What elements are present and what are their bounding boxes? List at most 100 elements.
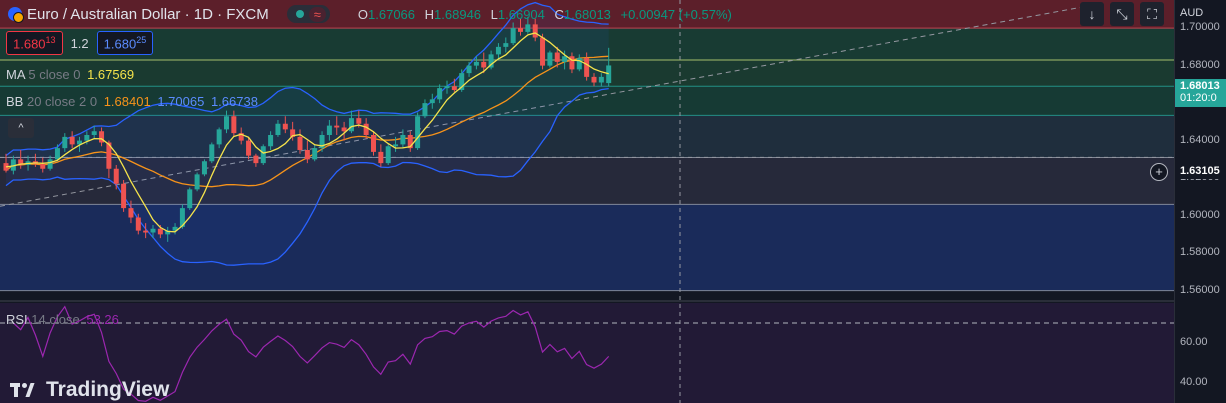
ma-legend[interactable]: MA 5 close 0 1.67569 [6,67,134,82]
candle [165,226,171,242]
candle-body [510,28,516,44]
candle-body [106,142,112,169]
candle-body [518,28,523,32]
candle-body [231,116,237,134]
candle [40,157,46,173]
price-zone-6 [0,204,1174,291]
candle-body [393,144,399,147]
candle [209,142,215,164]
candle [187,187,193,210]
open-label: O [357,6,369,22]
candle-body [378,151,384,164]
fullscreen-button[interactable]: ⛶ [1140,2,1164,26]
candle-body [47,159,53,169]
symbol-title[interactable]: Euro / Australian Dollar · 1D · FXCM [27,5,269,23]
change-value: +0.00947 (+0.57%) [620,6,732,22]
candle-body [532,24,538,38]
candle [540,33,546,70]
candle-body [201,161,207,175]
sell-button[interactable]: 1.68013 [6,31,63,56]
low-label: L [490,6,498,22]
candle-body [606,65,612,84]
candle-body [459,73,465,90]
candle [290,121,296,141]
market-status-pill[interactable]: ≈ [286,5,330,23]
candle-body [216,129,222,145]
candle [106,140,112,179]
candle [393,136,399,152]
rsi-name: RSI [6,312,28,327]
price-axis[interactable] [1174,0,1226,403]
candle [201,159,207,177]
candle-body [598,76,604,83]
candle-body [209,144,215,162]
candle [569,52,575,74]
candle [547,50,553,68]
candle-body [576,58,582,70]
candle [216,127,222,149]
candle-body [157,228,163,235]
bb-lower-value: 1.66738 [210,94,258,109]
candle-body [224,116,229,130]
candle-body [143,230,149,233]
bb-name: BB [6,94,24,109]
candle [606,47,612,87]
candle [584,52,590,81]
candle-body [562,56,568,62]
candle [518,18,523,36]
price-tick-label: 1.60000 [1180,208,1220,221]
scroll-down-button[interactable]: ↓ [1080,2,1104,26]
rsi-legend[interactable]: RSI 14 close 53.26 [6,312,119,327]
add-alert-plus-icon[interactable]: + [1150,163,1168,181]
candle-body [554,52,560,62]
candle-body [371,135,376,152]
candle [238,127,244,145]
current-price-value: 1.68013 [1180,80,1220,92]
collapse-legend-button[interactable]: ^ [8,118,34,138]
candle [77,136,82,152]
candle-body [466,65,472,74]
candle-body [165,230,171,235]
ma-params: 5 close 0 [28,67,81,82]
candle-body [385,146,391,164]
ma-value: 1.67569 [87,67,135,82]
candle [407,131,413,152]
price-tick-label: 1.56000 [1180,283,1220,296]
candle-body [62,136,68,149]
axis-currency[interactable]: AUD [1180,7,1204,19]
candle [54,144,60,162]
candle-body [334,125,340,128]
price-chart[interactable] [0,0,1174,403]
candle [150,225,156,239]
candle-body [495,46,501,55]
buy-button[interactable]: 1.68025 [96,31,154,56]
candle [451,78,457,92]
quote-row: 1.68013 1.2 1.68025 [6,31,154,56]
price-zone-3 [0,86,1174,116]
candle-body [282,123,288,130]
candle [378,144,384,167]
candle-body [363,123,369,135]
candle [385,144,391,165]
candle [69,131,75,149]
candle [253,153,259,167]
candle-body [246,140,252,156]
candle-body [77,140,82,145]
candle [348,110,354,134]
candle-body [591,76,597,83]
candle-body [268,135,274,147]
candle-body [121,183,127,209]
candle [495,43,501,60]
close-value: 1.68013 [563,6,611,22]
candle-body [84,135,90,141]
price-zone-4 [0,115,1174,158]
candle [525,16,531,34]
market-open-dot-icon [295,10,304,18]
candle [371,131,376,156]
ask-pips: 25 [136,35,147,45]
expand-button[interactable]: ⤡ [1110,2,1134,26]
price-tick-label: 1.70000 [1180,21,1220,34]
bb-legend[interactable]: BB 20 close 2 0 1.68401 1.70065 1.66738 [6,94,258,109]
candle [194,172,200,192]
candle-body [91,131,97,135]
